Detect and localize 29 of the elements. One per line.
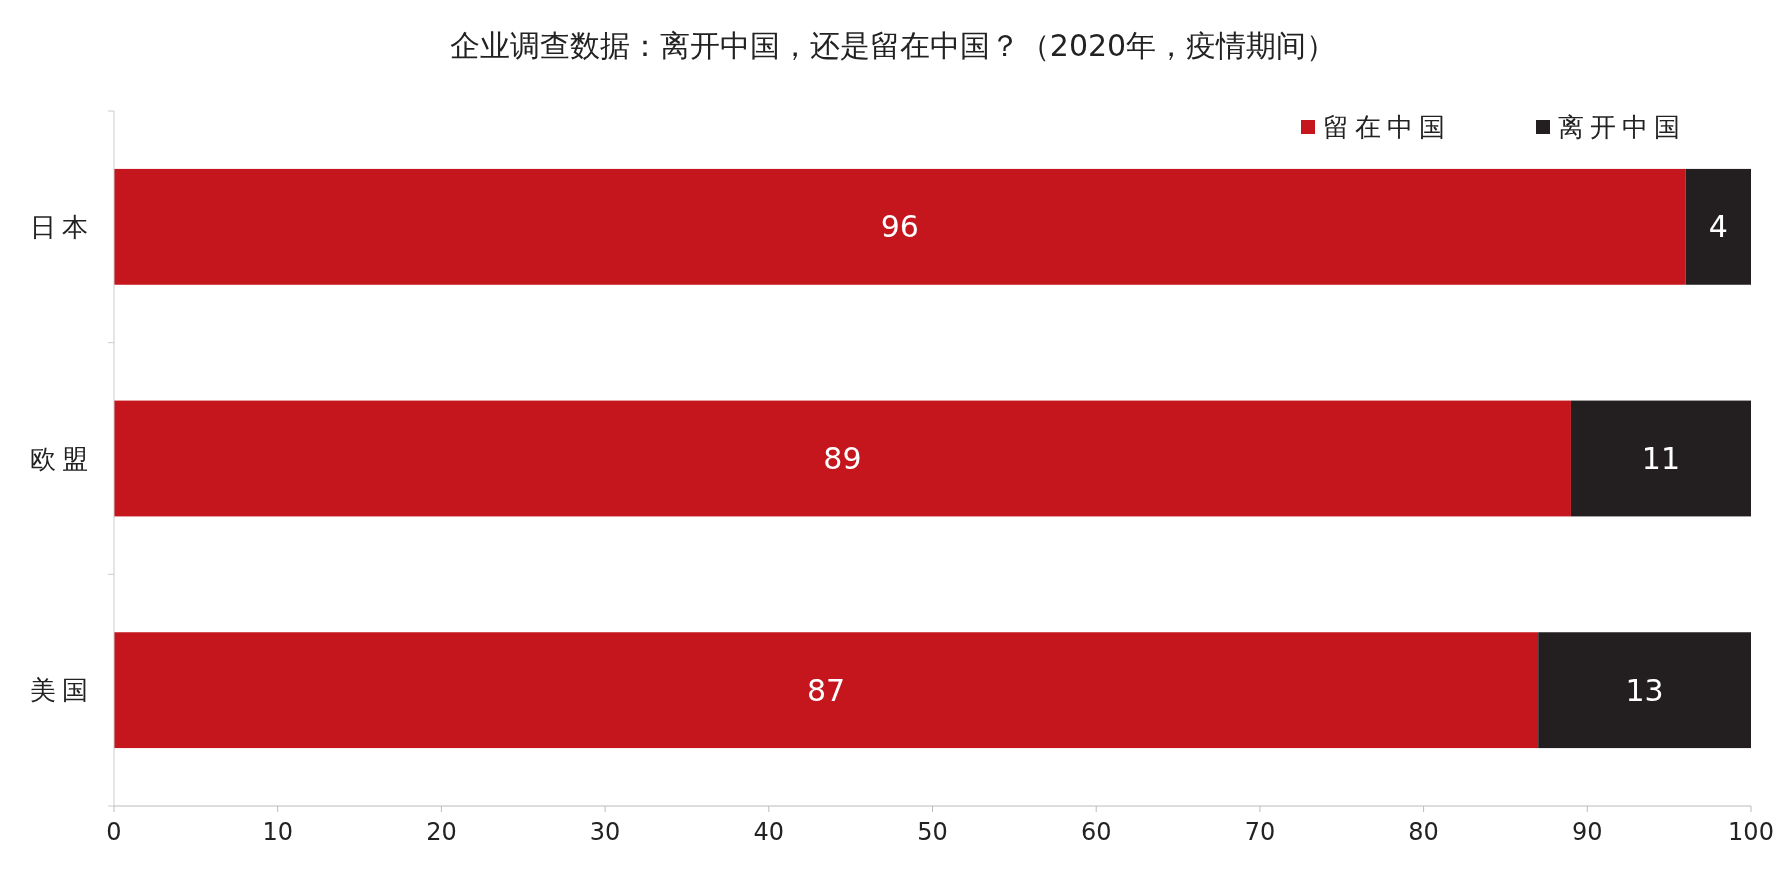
- bar: [114, 168, 1686, 285]
- x-tick-label: 90: [1572, 818, 1603, 846]
- data-label: 89: [823, 441, 862, 476]
- y-tick-label: 日本: [30, 211, 94, 242]
- bar: [114, 632, 1539, 749]
- data-label: 4: [1708, 209, 1728, 245]
- x-tick-label: 30: [589, 818, 621, 846]
- x-tick-label: 10: [262, 818, 293, 846]
- x-tick-label: 40: [753, 818, 785, 846]
- x-tick-label: 80: [1408, 818, 1439, 846]
- x-tick-label: 100: [1728, 818, 1774, 846]
- bar: [114, 400, 1571, 517]
- y-tick-label: 欧盟: [30, 443, 94, 474]
- bar: [1685, 168, 1751, 285]
- y-tick-label: 美国: [30, 675, 94, 706]
- x-tick-label: 50: [917, 818, 948, 846]
- x-tick-label: 20: [426, 818, 457, 846]
- chart-title: 企业调查数据：离开中国，还是留在中国？（2020年，疫情期间）: [449, 28, 1337, 63]
- x-tick-label: 60: [1080, 818, 1112, 846]
- data-label: 96: [880, 209, 919, 245]
- data-label: 13: [1625, 672, 1664, 708]
- legend-label: 留在中国: [1323, 112, 1451, 143]
- data-label: 11: [1641, 441, 1681, 476]
- data-label: 87: [807, 672, 846, 708]
- x-tick-label: 0: [106, 818, 122, 846]
- bar: [1570, 400, 1751, 517]
- legend-label: 离开中国: [1558, 112, 1686, 143]
- x-tick-label: 70: [1244, 818, 1276, 846]
- bar: [1538, 632, 1751, 749]
